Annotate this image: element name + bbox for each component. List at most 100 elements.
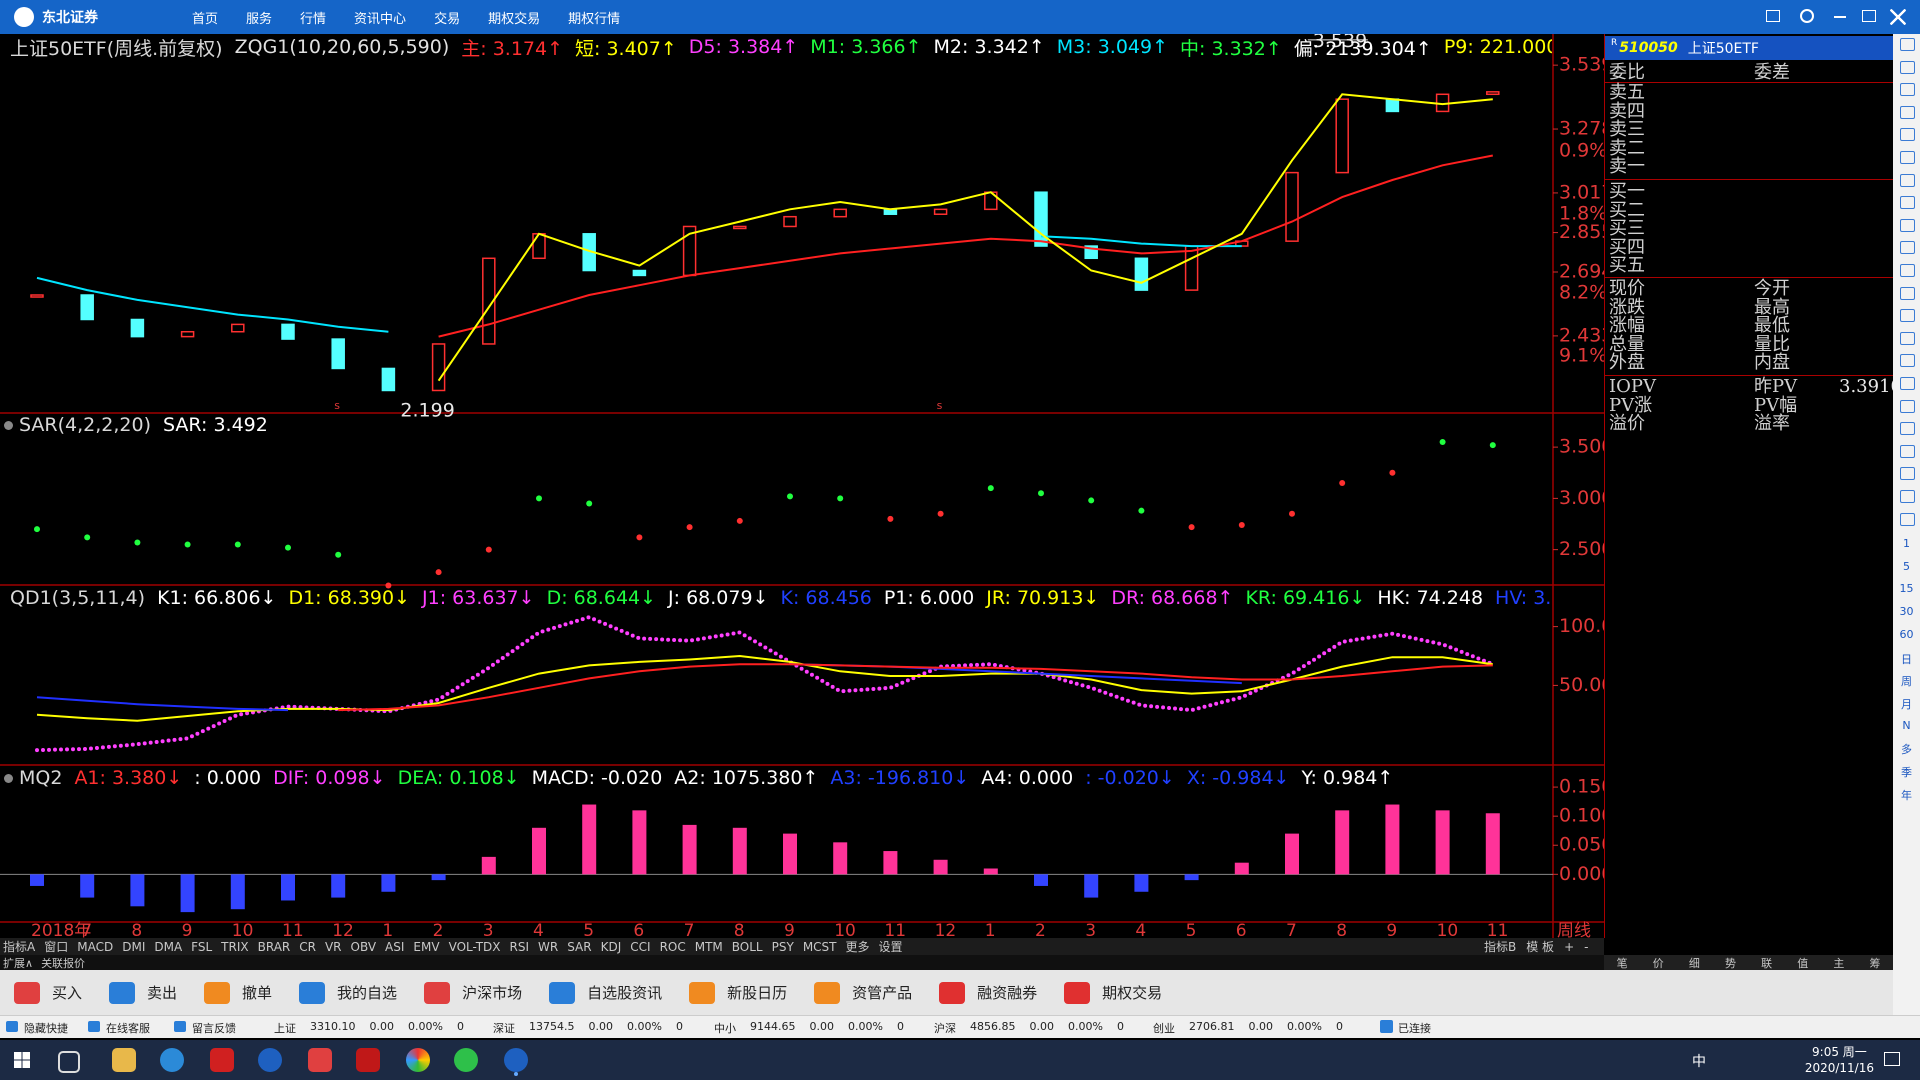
app-2[interactable] — [258, 1048, 282, 1072]
indicator-tab[interactable]: DMI — [122, 939, 146, 954]
side-icon[interactable] — [1900, 196, 1915, 210]
period-button[interactable]: 日 — [1901, 652, 1912, 666]
toolbar-button[interactable]: 撤单 — [204, 981, 272, 1004]
menu-item[interactable]: 服务 — [246, 12, 273, 27]
side-icon[interactable] — [1900, 128, 1915, 142]
side-icon[interactable] — [1900, 241, 1915, 255]
start-button[interactable] — [14, 1052, 30, 1068]
indicator-tab[interactable]: - — [1584, 939, 1589, 954]
indicator-tab[interactable]: TRIX — [221, 939, 249, 954]
minimize-button[interactable] — [1834, 16, 1846, 18]
task-view[interactable] — [58, 1051, 80, 1073]
side-icon[interactable] — [1900, 173, 1915, 187]
indicator-tab[interactable]: CR — [299, 939, 316, 954]
period-button[interactable]: 多 — [1901, 743, 1912, 757]
quote-tab[interactable]: 筹 — [1869, 956, 1881, 970]
side-icon[interactable] — [1900, 151, 1915, 164]
indicator-tab[interactable]: OBV — [350, 939, 377, 954]
menu-item[interactable]: 交易 — [434, 12, 461, 27]
toolbar-button[interactable]: 买入 — [14, 981, 82, 1004]
toolbar-button[interactable]: 卖出 — [109, 981, 177, 1004]
notifications[interactable] — [1884, 1052, 1900, 1066]
side-icon[interactable] — [1900, 60, 1915, 74]
ime-indicator[interactable]: 中 — [1692, 1054, 1706, 1070]
period-button[interactable]: 周 — [1901, 675, 1912, 689]
side-icon[interactable] — [1900, 444, 1915, 458]
indicator-tab[interactable]: VOL-TDX — [448, 939, 501, 954]
period-button[interactable]: 1 — [1903, 537, 1910, 550]
quote-tab[interactable]: 值 — [1797, 956, 1809, 970]
side-icon[interactable] — [1900, 331, 1915, 345]
indicator-tab[interactable]: CCI — [630, 939, 651, 954]
indicator-tab[interactable]: EMV — [413, 939, 440, 954]
indicator-tab[interactable]: PSY — [771, 939, 794, 954]
indicator-tab[interactable]: SAR — [567, 939, 592, 954]
side-icon[interactable] — [1900, 399, 1915, 413]
indicator-tab[interactable]: 模 板 — [1526, 940, 1555, 954]
menu-item[interactable]: 资讯中心 — [354, 12, 407, 27]
quote-tab[interactable]: 细 — [1688, 956, 1700, 970]
side-icon[interactable] — [1900, 83, 1915, 97]
side-icon[interactable] — [1900, 490, 1915, 503]
quote-tab[interactable]: 价 — [1652, 956, 1664, 970]
period-button[interactable]: 30 — [1899, 605, 1914, 619]
toolbar-button[interactable]: 融资融券 — [939, 981, 1037, 1004]
status-link[interactable]: 隐藏快捷 — [24, 1022, 68, 1035]
period-button[interactable]: N — [1902, 718, 1911, 732]
menu-item[interactable]: 期权交易 — [488, 12, 541, 27]
period-button[interactable]: 月 — [1901, 697, 1912, 711]
grid-button[interactable] — [1766, 10, 1780, 22]
menu-item[interactable]: 首页 — [192, 12, 219, 27]
period-button[interactable]: 年 — [1901, 788, 1912, 802]
app-explorer[interactable] — [112, 1048, 136, 1072]
side-icon[interactable] — [1900, 309, 1915, 323]
indicator-tab[interactable]: VR — [324, 939, 342, 954]
side-icon[interactable] — [1900, 354, 1915, 368]
indicator-tab[interactable]: BOLL — [731, 939, 763, 954]
indicator-tab[interactable]: 指标B — [1484, 940, 1517, 954]
app-chrome[interactable] — [406, 1048, 430, 1072]
status-link[interactable]: 留言反馈 — [192, 1022, 236, 1035]
side-icon[interactable] — [1900, 512, 1915, 526]
indicator-tab[interactable]: 窗口 — [44, 940, 69, 954]
side-icon[interactable] — [1900, 422, 1915, 436]
indicator-tab[interactable]: + — [1564, 939, 1575, 954]
quote-tab[interactable]: 联 — [1761, 956, 1773, 970]
indicator-tab[interactable]: MCST — [802, 939, 837, 954]
app-1[interactable] — [210, 1048, 234, 1072]
app-trading[interactable] — [504, 1048, 528, 1072]
menu-item[interactable]: 期权行情 — [568, 12, 621, 27]
quote-tab[interactable]: 主 — [1833, 956, 1845, 970]
side-icon[interactable] — [1900, 38, 1915, 51]
indicator-tab[interactable]: MTM — [694, 939, 723, 954]
indicator-tab[interactable]: MACD — [77, 939, 114, 954]
status-link[interactable]: 在线客服 — [106, 1022, 150, 1035]
side-icon[interactable] — [1900, 218, 1915, 232]
period-button[interactable]: 季 — [1901, 766, 1912, 779]
app-3[interactable] — [308, 1048, 332, 1072]
settings-button[interactable] — [1800, 9, 1814, 23]
period-button[interactable]: 60 — [1899, 627, 1914, 641]
quote-tab[interactable]: 笔 — [1616, 956, 1628, 970]
indicator-tab[interactable]: WR — [538, 939, 559, 954]
indicator-tab[interactable]: 更多 — [845, 940, 870, 954]
expand-item[interactable]: 扩展∧ — [3, 956, 34, 970]
side-icon[interactable] — [1900, 377, 1915, 390]
toolbar-button[interactable]: 自选股资讯 — [549, 981, 662, 1004]
indicator-tab[interactable]: RSI — [509, 939, 530, 954]
app-4[interactable] — [356, 1048, 380, 1072]
quote-tab[interactable]: 势 — [1724, 956, 1736, 970]
indicator-tab[interactable]: 设置 — [878, 940, 903, 954]
expand-item[interactable]: 关联报价 — [41, 956, 86, 970]
side-icon[interactable] — [1900, 286, 1915, 300]
restore-button[interactable] — [1862, 10, 1876, 22]
period-button[interactable]: 15 — [1899, 582, 1914, 596]
side-icon[interactable] — [1900, 264, 1915, 277]
indicator-tab[interactable]: ROC — [659, 939, 686, 954]
toolbar-button[interactable]: 资管产品 — [814, 981, 912, 1004]
toolbar-button[interactable]: 我的自选 — [299, 981, 397, 1004]
app-wechat[interactable] — [454, 1048, 478, 1072]
clock[interactable]: 9:05 周一 2020/11/16 — [1805, 1044, 1874, 1076]
side-icon[interactable] — [1900, 467, 1915, 481]
indicator-tab[interactable]: DMA — [154, 939, 183, 954]
